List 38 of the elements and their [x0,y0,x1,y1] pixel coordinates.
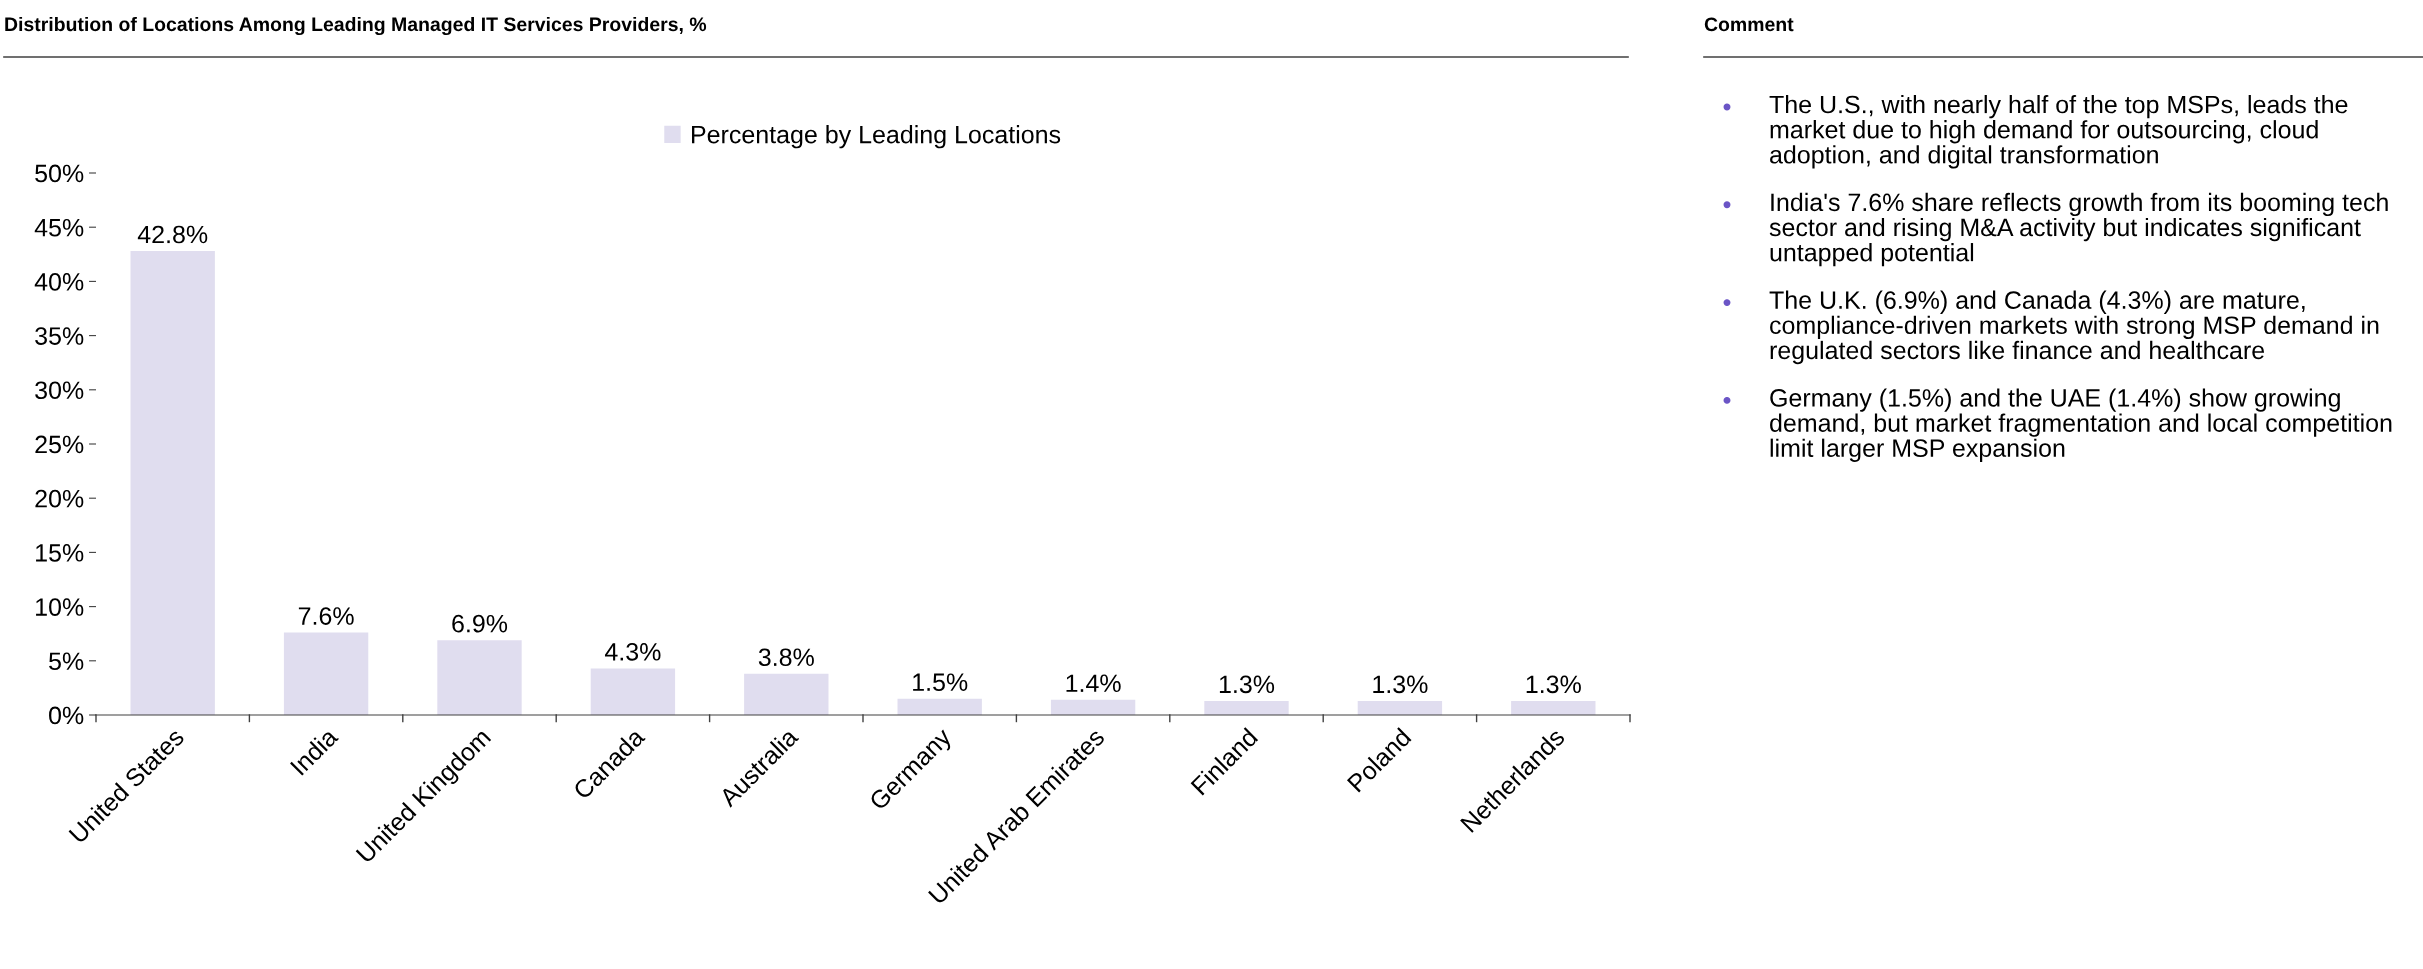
text: Germany (1.5%) and the UAE (1.4%) show growing demand, but market fragmentation and local competition limit larger MSP expansion [1770,388,2392,462]
data-label: 7.6% [298,607,354,625]
bar [1050,699,1136,715]
y-tick-label: 45% [34,218,84,237]
text: The U.K. (6.9%) and Canada (4.3%) are mature, compliance-driven markets with strong MSP demand in regulated sectors like finance and healthcare [1769,290,2379,365]
data-label: 1.3% [1526,675,1581,694]
y-tick-label: 20% [35,489,84,508]
y-tick-label: 5% [49,652,84,671]
text: India's 7.6% share reflects growth from its booming tech sector and rising M&A activity but indicates significant untapped potential [1769,192,2388,267]
y-tick-label: 0% [49,706,84,725]
bar [590,668,676,715]
data-label: 6.9% [452,614,508,633]
bar [897,698,982,715]
y-tick-label: 30% [35,381,84,400]
y-tick-label: 15% [36,544,84,562]
data-label: 3.8% [758,648,814,667]
text: Comment [1704,17,1794,32]
data-label: 1.5% [913,673,968,692]
data-label: 1.3% [1373,675,1428,694]
y-tick-label: 40% [34,273,84,291]
bar [1204,700,1289,715]
bar [1357,700,1443,715]
bar [744,673,829,715]
bar [437,640,522,715]
y-tick-label: 10% [36,598,84,616]
data-label: 42.8% [137,225,208,244]
y-tick-label: 50% [35,164,84,183]
legend-label: Percentage by Leading Locations [692,125,1061,149]
data-label: 1.4% [1066,674,1121,693]
y-tick-label: 35% [35,327,84,345]
data-label: 1.3% [1219,675,1275,694]
bar [1511,700,1596,715]
bar [283,632,369,715]
bar [130,251,215,715]
text: The U.S., with nearly half of the top MSPs, leads the market due to high demand for outsourcing, cloud adoption, and digital transformation [1769,95,2348,169]
data-label: 4.3% [604,642,661,661]
chart-title: Distribution of Locations Among Leading Managed IT Services Providers, % [5,16,707,36]
y-tick-label: 25% [35,435,84,454]
